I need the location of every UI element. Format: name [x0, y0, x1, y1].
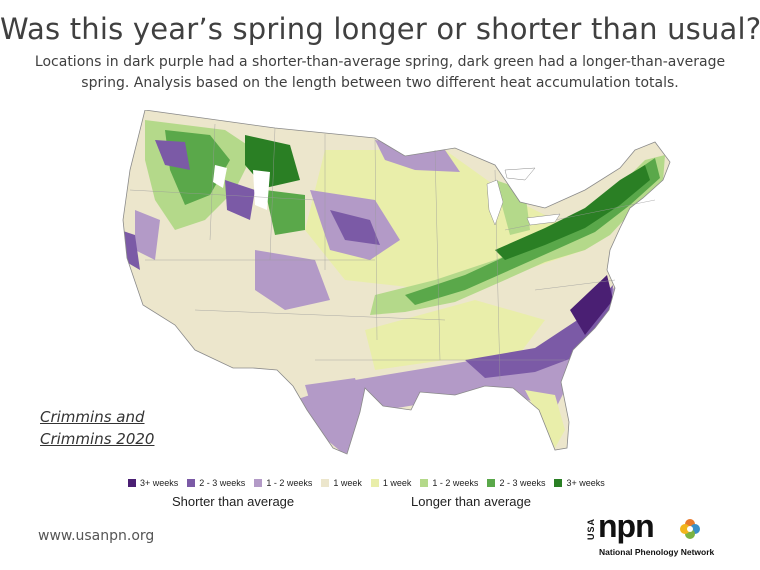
- legend-item: 1 week: [370, 478, 412, 488]
- citation-line-1[interactable]: Crimmins and: [40, 408, 145, 426]
- legend-item: 3+ weeks: [554, 478, 605, 488]
- legend-swatch: [187, 479, 196, 487]
- legend-swatch: [554, 479, 563, 487]
- legend-item: 1 week: [321, 478, 362, 488]
- legend-swatch: [420, 479, 429, 487]
- legend-label: 1 - 2 weeks: [266, 478, 313, 488]
- legend-label: 3+ weeks: [566, 478, 605, 488]
- flower-icon: [680, 519, 700, 539]
- legend-shorter-label: Shorter than average: [172, 494, 295, 509]
- legend-item: 1 - 2 weeks: [420, 478, 478, 488]
- legend-item: 2 - 3 weeks: [187, 478, 245, 488]
- citation-line-2[interactable]: Crimmins 2020: [40, 430, 155, 448]
- logo-usa-text: USA: [586, 518, 596, 541]
- logo-npn-text: npn: [598, 508, 655, 544]
- legend-swatch: [254, 479, 263, 487]
- legend-swatch: [487, 479, 496, 487]
- legend-swatch: [128, 479, 136, 487]
- legend-label: 2 - 3 weeks: [499, 478, 546, 488]
- legend-swatch: [370, 479, 379, 487]
- legend-label: 2 - 3 weeks: [199, 478, 246, 488]
- legend-label: 1 week: [333, 478, 362, 488]
- npn-logo: USA npn National Phenology Network: [586, 508, 726, 562]
- legend-label: 1 - 2 weeks: [432, 478, 479, 488]
- legend-item: 2 - 3 weeks: [487, 478, 545, 488]
- citation-link[interactable]: Crimmins and Crimmins 2020: [40, 406, 154, 450]
- page-subtitle: Locations in dark purple had a shorter-t…: [34, 54, 726, 91]
- legend-swatch: [321, 479, 330, 487]
- legend-label: 3+ weeks: [140, 478, 179, 488]
- legend-label: 1 week: [382, 478, 412, 488]
- footer-url[interactable]: www.usanpn.org: [38, 528, 155, 544]
- page-title: Was this year’s spring longer or shorter…: [0, 12, 760, 46]
- legend-item: 1 - 2 weeks: [254, 478, 312, 488]
- legend-item: 3+ weeks: [128, 478, 178, 488]
- map-legend: 3+ weeks 2 - 3 weeks 1 - 2 weeks 1 week …: [128, 476, 614, 490]
- us-spring-length-map: [122, 110, 671, 455]
- legend-longer-label: Longer than average: [411, 494, 531, 509]
- logo-network-text: National Phenology Network: [599, 547, 715, 557]
